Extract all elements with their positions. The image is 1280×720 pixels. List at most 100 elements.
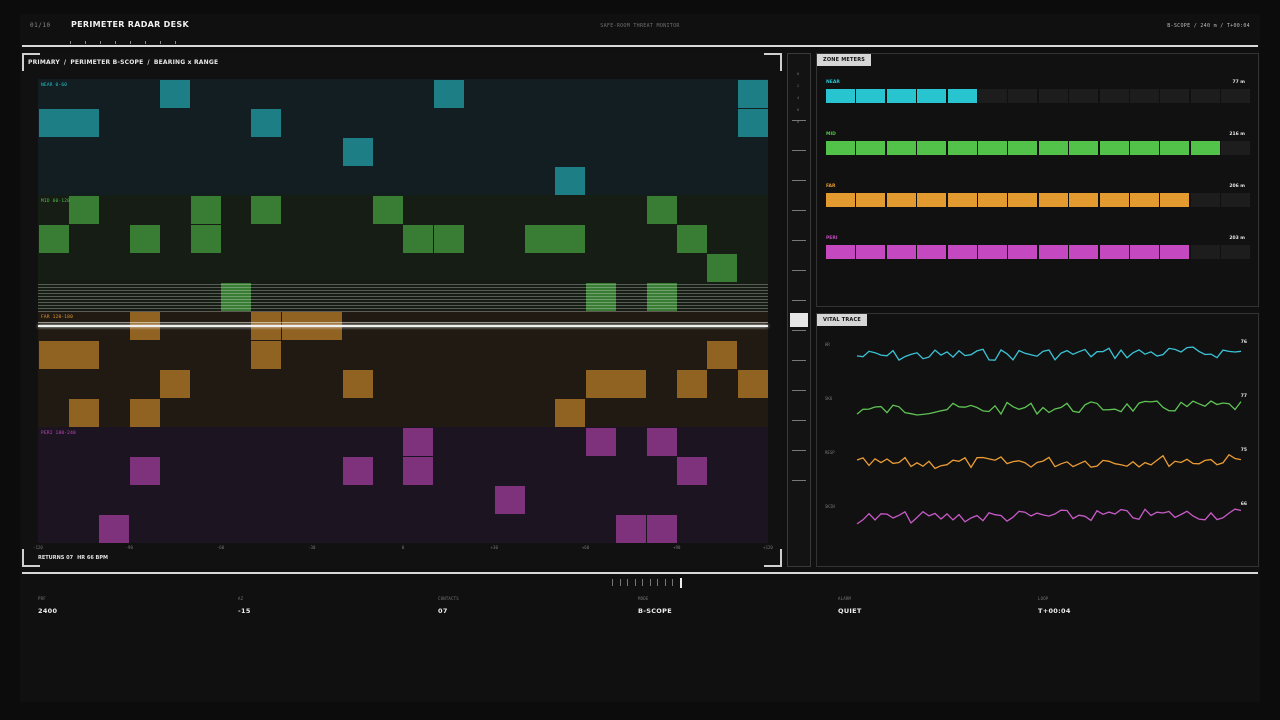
- slider-tick: [792, 420, 806, 421]
- scan-interference: [38, 284, 768, 314]
- radar-return[interactable]: [68, 196, 99, 224]
- radar-return[interactable]: [342, 370, 373, 398]
- radar-return[interactable]: [190, 196, 221, 224]
- page-title: PERIMETER RADAR DESK: [71, 20, 189, 29]
- meter-segment: [917, 245, 947, 259]
- meter-bar: [826, 193, 1251, 207]
- breadcrumb-item[interactable]: PRIMARY: [28, 59, 60, 66]
- radar-return[interactable]: [737, 80, 768, 108]
- returns-count: RETURNS 07: [38, 555, 74, 561]
- radar-return[interactable]: [494, 486, 525, 514]
- radar-return[interactable]: [342, 138, 373, 166]
- radar-return[interactable]: [129, 457, 160, 485]
- meter-segment: [1190, 141, 1220, 155]
- radar-return[interactable]: [646, 428, 677, 456]
- radar-return[interactable]: [38, 109, 69, 137]
- meter-segment: [947, 89, 977, 103]
- stat-key: PRF: [38, 596, 46, 601]
- radar-return[interactable]: [251, 109, 282, 137]
- meter-segment: [978, 245, 1007, 259]
- slider-thumb[interactable]: [790, 313, 808, 328]
- stat-key: MODE: [638, 596, 649, 601]
- trace-line: [856, 453, 1242, 470]
- radar-return[interactable]: [220, 283, 251, 311]
- heart-rate: HR 66 BPM: [77, 555, 109, 561]
- radar-return[interactable]: [646, 196, 677, 224]
- meter-segment: [1130, 141, 1159, 155]
- meter-bar: [826, 141, 1251, 155]
- timeline-ruler[interactable]: [612, 578, 684, 588]
- radar-return[interactable]: [129, 399, 160, 427]
- radar-return[interactable]: [737, 370, 768, 398]
- timeline-tick: [619, 579, 621, 586]
- scope-footer: RETURNS 07 HR 66 BPM: [38, 555, 108, 561]
- radar-return[interactable]: [707, 254, 738, 282]
- stat-value: 2400: [38, 607, 58, 615]
- band-near: NEAR 0-60: [38, 79, 768, 195]
- radar-return[interactable]: [585, 370, 616, 398]
- ruler-tick: [145, 41, 146, 44]
- radar-return[interactable]: [524, 225, 555, 253]
- axis-tick-label: -90: [125, 545, 133, 550]
- radar-return[interactable]: [251, 341, 282, 369]
- stat-key: LOOP: [1038, 596, 1049, 601]
- radar-return[interactable]: [68, 341, 99, 369]
- header-status: B-SCOPE / 240 m / T+00:04: [1167, 23, 1250, 29]
- radar-return[interactable]: [676, 225, 707, 253]
- band-mid: MID 60-120: [38, 195, 768, 311]
- bearing-axis: -120 -90 -60 -30 0 +30 +60 +90 +120: [33, 545, 773, 553]
- meter-segment: [886, 89, 916, 103]
- meter-value: 77 m: [1232, 80, 1245, 85]
- radar-return[interactable]: [433, 225, 464, 253]
- radar-return[interactable]: [38, 341, 69, 369]
- radar-return[interactable]: [99, 515, 130, 543]
- axis-tick-label: +30: [490, 545, 498, 550]
- radar-return[interactable]: [646, 515, 677, 543]
- meter-segment: [978, 193, 1007, 207]
- meter-segment: [1069, 89, 1099, 103]
- radar-return[interactable]: [68, 399, 99, 427]
- timeline-tick: [664, 579, 666, 586]
- radar-return[interactable]: [585, 428, 616, 456]
- slider-tick: [792, 180, 806, 181]
- radar-return[interactable]: [160, 80, 191, 108]
- radar-return[interactable]: [190, 225, 221, 253]
- radar-return[interactable]: [616, 515, 647, 543]
- radar-return[interactable]: [251, 196, 282, 224]
- axis-tick-label: 0: [401, 545, 405, 550]
- radar-return[interactable]: [555, 399, 586, 427]
- slider-tick: [792, 270, 806, 271]
- radar-return[interactable]: [372, 196, 403, 224]
- radar-return[interactable]: [342, 457, 373, 485]
- radar-return[interactable]: [403, 225, 434, 253]
- radar-return[interactable]: [646, 283, 677, 311]
- stat-az: AZ -15: [238, 596, 251, 615]
- radar-return[interactable]: [68, 109, 99, 137]
- radar-return[interactable]: [403, 457, 434, 485]
- radar-return[interactable]: [555, 225, 586, 253]
- slider-tick: [792, 120, 806, 121]
- radar-return[interactable]: [616, 370, 647, 398]
- radar-return[interactable]: [38, 225, 69, 253]
- radar-return[interactable]: [707, 341, 738, 369]
- radar-return[interactable]: [403, 428, 434, 456]
- radar-return[interactable]: [737, 109, 768, 137]
- meter-segment: [1069, 193, 1099, 207]
- radar-return[interactable]: [433, 80, 464, 108]
- radar-return[interactable]: [676, 457, 707, 485]
- radar-return[interactable]: [160, 370, 191, 398]
- stat-key: CONTACTS: [438, 596, 459, 601]
- bearing-range-grid[interactable]: NEAR 0-60 MID 60-120 FAR 120-180 PERI 18…: [38, 79, 768, 543]
- radar-return[interactable]: [129, 225, 160, 253]
- axis-tick-label: -30: [308, 545, 316, 550]
- axis-tick-label: +60: [581, 545, 590, 550]
- radar-return[interactable]: [555, 167, 586, 195]
- meter-segment: [1190, 193, 1220, 207]
- slider-scale-label: 0: [797, 72, 800, 76]
- gain-slider[interactable]: 0 2 4 6 8: [787, 53, 811, 567]
- radar-return[interactable]: [676, 370, 707, 398]
- ruler-tick: [100, 41, 101, 44]
- breadcrumb-item[interactable]: PERIMETER B-SCOPE: [70, 59, 144, 66]
- b-scope-panel: PRIMARY / PERIMETER B-SCOPE / BEARING x RANG…: [22, 53, 782, 567]
- radar-return[interactable]: [585, 283, 616, 311]
